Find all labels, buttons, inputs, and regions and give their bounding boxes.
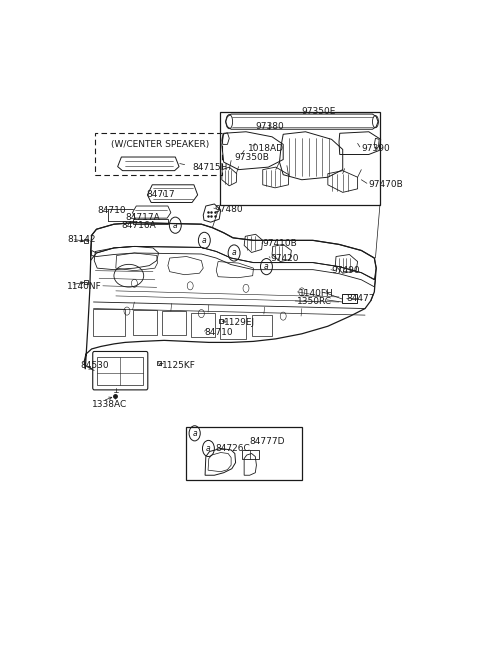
Text: 1125KF: 1125KF (162, 361, 196, 370)
Text: 1018AD: 1018AD (248, 144, 284, 153)
Text: 84710: 84710 (204, 328, 233, 337)
Text: 97410B: 97410B (263, 239, 298, 249)
Text: 84715H: 84715H (192, 163, 228, 172)
Text: 84717A: 84717A (125, 213, 160, 222)
Text: 84777D: 84777D (250, 437, 285, 446)
Text: 97420: 97420 (270, 253, 299, 262)
Text: a: a (232, 249, 237, 258)
Text: 81142: 81142 (67, 235, 96, 244)
Bar (96, 133, 222, 174)
Bar (241, 451, 259, 459)
Text: 97490: 97490 (332, 266, 360, 275)
Text: a: a (192, 429, 197, 438)
Text: 97470B: 97470B (369, 180, 404, 190)
Text: a: a (173, 220, 178, 230)
Bar (252, 315, 272, 337)
Bar (220, 112, 380, 205)
Text: 84726C: 84726C (216, 444, 250, 453)
Bar (342, 295, 357, 304)
Bar (94, 308, 125, 337)
Text: 84477: 84477 (347, 294, 375, 303)
Text: 1129EJ: 1129EJ (224, 318, 255, 327)
Text: 97350B: 97350B (235, 152, 270, 161)
Bar (162, 311, 186, 335)
Text: 1140FH: 1140FH (299, 289, 334, 298)
Text: 97380: 97380 (256, 122, 285, 131)
Bar (97, 357, 144, 385)
Text: 97480: 97480 (215, 205, 243, 214)
Text: 97390: 97390 (361, 144, 390, 153)
Bar (220, 315, 246, 339)
Text: 1350RC: 1350RC (297, 297, 332, 306)
Text: a: a (206, 444, 211, 453)
Text: 1140NF: 1140NF (67, 282, 102, 291)
Text: (W/CENTER SPEAKER): (W/CENTER SPEAKER) (111, 140, 210, 149)
Bar (186, 427, 302, 480)
Text: 84717: 84717 (146, 190, 175, 199)
Text: a: a (264, 262, 269, 271)
Text: 84710: 84710 (97, 205, 126, 215)
Bar (132, 310, 157, 335)
Bar (132, 219, 168, 224)
Text: 1338AC: 1338AC (92, 400, 127, 409)
Text: 84716A: 84716A (121, 220, 156, 230)
Text: 84530: 84530 (81, 361, 109, 370)
Text: 97350E: 97350E (301, 107, 336, 116)
Text: a: a (202, 236, 207, 245)
Bar (191, 313, 215, 337)
